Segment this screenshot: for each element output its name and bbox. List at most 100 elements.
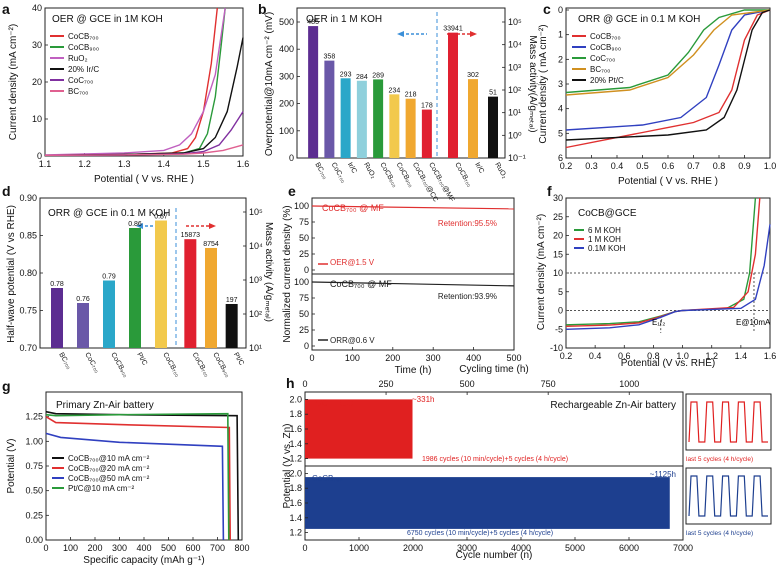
panel-d-mass-bar <box>184 239 197 348</box>
panel-h-xtick-label: 6000 <box>619 543 639 553</box>
panel-a-legend-label: CoCB₉₀₀ <box>68 43 99 52</box>
panel-a-ytick-label: 0 <box>37 151 42 161</box>
panel-b: b OER in 1 M KOH 0 100 200 300 400 500 10⁻¹ 10⁰… <box>258 1 538 203</box>
panel-g-ticks: 0 100 200 300 400 500 600 700 800 0.00 0.25 0.50 0.7… <box>25 412 249 553</box>
panel-f-e12-label: E₁/₂ <box>652 318 665 327</box>
panel-g-ytick-label: 0.00 <box>25 535 43 545</box>
panel-b-bar-value: 485 <box>307 19 319 26</box>
panel-a-xtick-label: 1.1 <box>39 159 52 169</box>
panel-a-legend-label: BC₇₀₀ <box>68 87 89 96</box>
panel-d-mass-value: 8754 <box>203 241 219 248</box>
panel-h-ticks: 0 1000 2000 3000 4000 5000 6000 7000 0 250 500 750 1… <box>289 379 693 553</box>
panel-h-cocb-cycles: 6750 cycles (10 min/cycle)+5 cycles (4 h… <box>407 530 553 537</box>
panel-e-ytick-label: 25 <box>299 325 309 335</box>
panel-g-ylabel: Potential (V) <box>6 438 17 493</box>
panel-b-ytick-label: 500 <box>279 17 294 27</box>
panel-c-ytick-label: 3 <box>558 79 563 89</box>
panel-d-rtick-label: 10³ <box>249 275 262 285</box>
panel-a-ticks: 1.1 1.2 1.3 1.4 1.5 1.6 0 10 20 30 40 <box>32 3 249 169</box>
panel-e-ytick-label: 75 <box>299 293 309 303</box>
panel-e-top-label: CoCB₇₀₀ @ MF <box>322 203 384 213</box>
panel-h-ytick-label: 1.6 <box>289 424 302 434</box>
panel-a-legend-label: 20% Ir/C <box>68 65 99 74</box>
panel-f-ylabel: Current density (mA cm⁻²) <box>536 214 547 330</box>
panel-b-mass-value: 33941 <box>443 26 463 33</box>
panel-a-curve <box>44 7 226 156</box>
panel-a-curve <box>44 111 244 156</box>
panel-d-mass-bar <box>205 247 217 348</box>
panel-f-e10-label: E@10mA <box>736 318 771 327</box>
panel-h-cycling-band <box>305 477 670 529</box>
panel-f-legend-label: 6 M KOH <box>588 226 621 235</box>
panel-g-xtick-label: 100 <box>63 543 78 553</box>
panel-e-xtick-label: 200 <box>385 353 400 363</box>
panel-c-ticks: 0.2 0.3 0.4 0.5 0.6 0.7 0.8 0.9 1.0 0 1 2 3 4 5 6 <box>558 5 776 171</box>
panel-c-curve <box>565 9 771 141</box>
panel-f-ytick-label: 30 <box>553 193 563 203</box>
panel-f-xtick-label: 0.4 <box>589 351 602 361</box>
panel-b-bar-value: 284 <box>356 74 368 81</box>
panel-b-bar-value: 178 <box>421 103 433 110</box>
panel-f-lines <box>565 197 771 330</box>
panel-c-curve <box>565 9 770 94</box>
panel-h-bands <box>305 399 670 529</box>
panel-b-arrows <box>397 31 477 37</box>
panel-a-ytick-label: 30 <box>32 40 42 50</box>
panel-f-xlabel: Potential (V vs. RHE) <box>621 358 715 369</box>
panel-b-rtick-label: 10³ <box>508 62 521 72</box>
panel-a-ytick-label: 20 <box>32 77 42 87</box>
panel-letter-e: e <box>288 183 296 199</box>
panel-e-bottom-label: CoCB₇₀₀ @ MF <box>330 279 392 289</box>
panel-b-bar <box>356 80 367 158</box>
panel-f-xtick-label: 1.4 <box>735 351 748 361</box>
panel-e-ytick-label: 75 <box>299 217 309 227</box>
panel-b-mass-bar <box>488 96 498 158</box>
panel-c-legend-label: CoCB₇₀₀ <box>590 32 621 41</box>
panel-f-xtick-label: 0.2 <box>560 351 573 361</box>
panel-f-ytick-label: 10 <box>553 268 563 278</box>
panel-h-inset-bottom-label: last 5 cycles (4 h/cycle) <box>686 530 753 537</box>
panel-d-title: ORR @ GCE in 0.1 M KOH <box>48 208 170 219</box>
panel-g-ytick-label: 0.75 <box>25 461 43 471</box>
panel-g-curve <box>45 432 225 541</box>
panel-h-x2label: Cycling time (h) <box>459 364 528 375</box>
panel-h-inset-curve <box>688 475 768 517</box>
panel-d-bar-value: 0.86 <box>128 221 142 228</box>
panel-h-ytick-label: 2.0 <box>289 468 302 478</box>
panel-h-inset-top-label: last 5 cycles (4 h/cycle) <box>686 456 753 463</box>
panel-b-ytick-label: 300 <box>279 71 294 81</box>
panel-b-bar <box>308 26 319 158</box>
panel-e-ticks: 0 100 200 300 400 500 0 25 50 75 100 0 25 50 75 100 <box>294 201 522 363</box>
panel-c-legend-label: CoC₇₀₀ <box>590 54 615 63</box>
panel-c-ytick-label: 2 <box>558 54 563 64</box>
panel-g-legend-label: CoCB₇₀₀@50 mA cm⁻² <box>68 474 150 483</box>
panel-b-left-arrow-head <box>397 31 404 37</box>
panel-g-xlabel: Specific capacity (mAh g⁻¹) <box>83 555 204 566</box>
panel-a-xlabel: Potential ( V vs. RHE ) <box>94 174 194 185</box>
panel-d-ytick-label: 0.80 <box>19 268 37 278</box>
panel-h-ytick-label: 1.6 <box>289 498 302 508</box>
panel-e-ylabel: Normalized current density (%) <box>282 205 293 342</box>
panel-g-ytick-label: 1.25 <box>25 412 43 422</box>
panel-b-mass-bar <box>448 32 458 158</box>
panel-g-ytick-label: 1.00 <box>25 436 43 446</box>
panel-h-cocb-label: CoCB₇₀₀ <box>312 474 343 483</box>
panel-b-ytick-label: 200 <box>279 99 294 109</box>
panel-b-rtick-label: 10⁵ <box>508 17 522 27</box>
panel-f-ytick-label: 5 <box>558 287 563 297</box>
panel-h-xtick-label: 0 <box>302 543 307 553</box>
panel-d-bar <box>77 303 89 348</box>
panel-g-curve <box>45 416 231 541</box>
panel-c-lines <box>565 9 771 149</box>
panel-e-xtick-label: 100 <box>345 353 360 363</box>
panel-d-mass-category: CoCB₇₀₀ <box>191 352 211 379</box>
panel-b-mass-value: 51 <box>489 90 497 97</box>
panel-d-bar-value: 0.87 <box>154 214 168 221</box>
panel-letter-b: b <box>258 1 267 17</box>
panel-d-category: BC₇₀₀ <box>57 352 72 371</box>
panel-d-mass-bar <box>225 303 238 348</box>
panel-d-rtick-label: 10² <box>249 309 262 319</box>
panel-b-category: Ir/C <box>346 162 358 175</box>
panel-h-xtick-label: 3000 <box>457 543 477 553</box>
